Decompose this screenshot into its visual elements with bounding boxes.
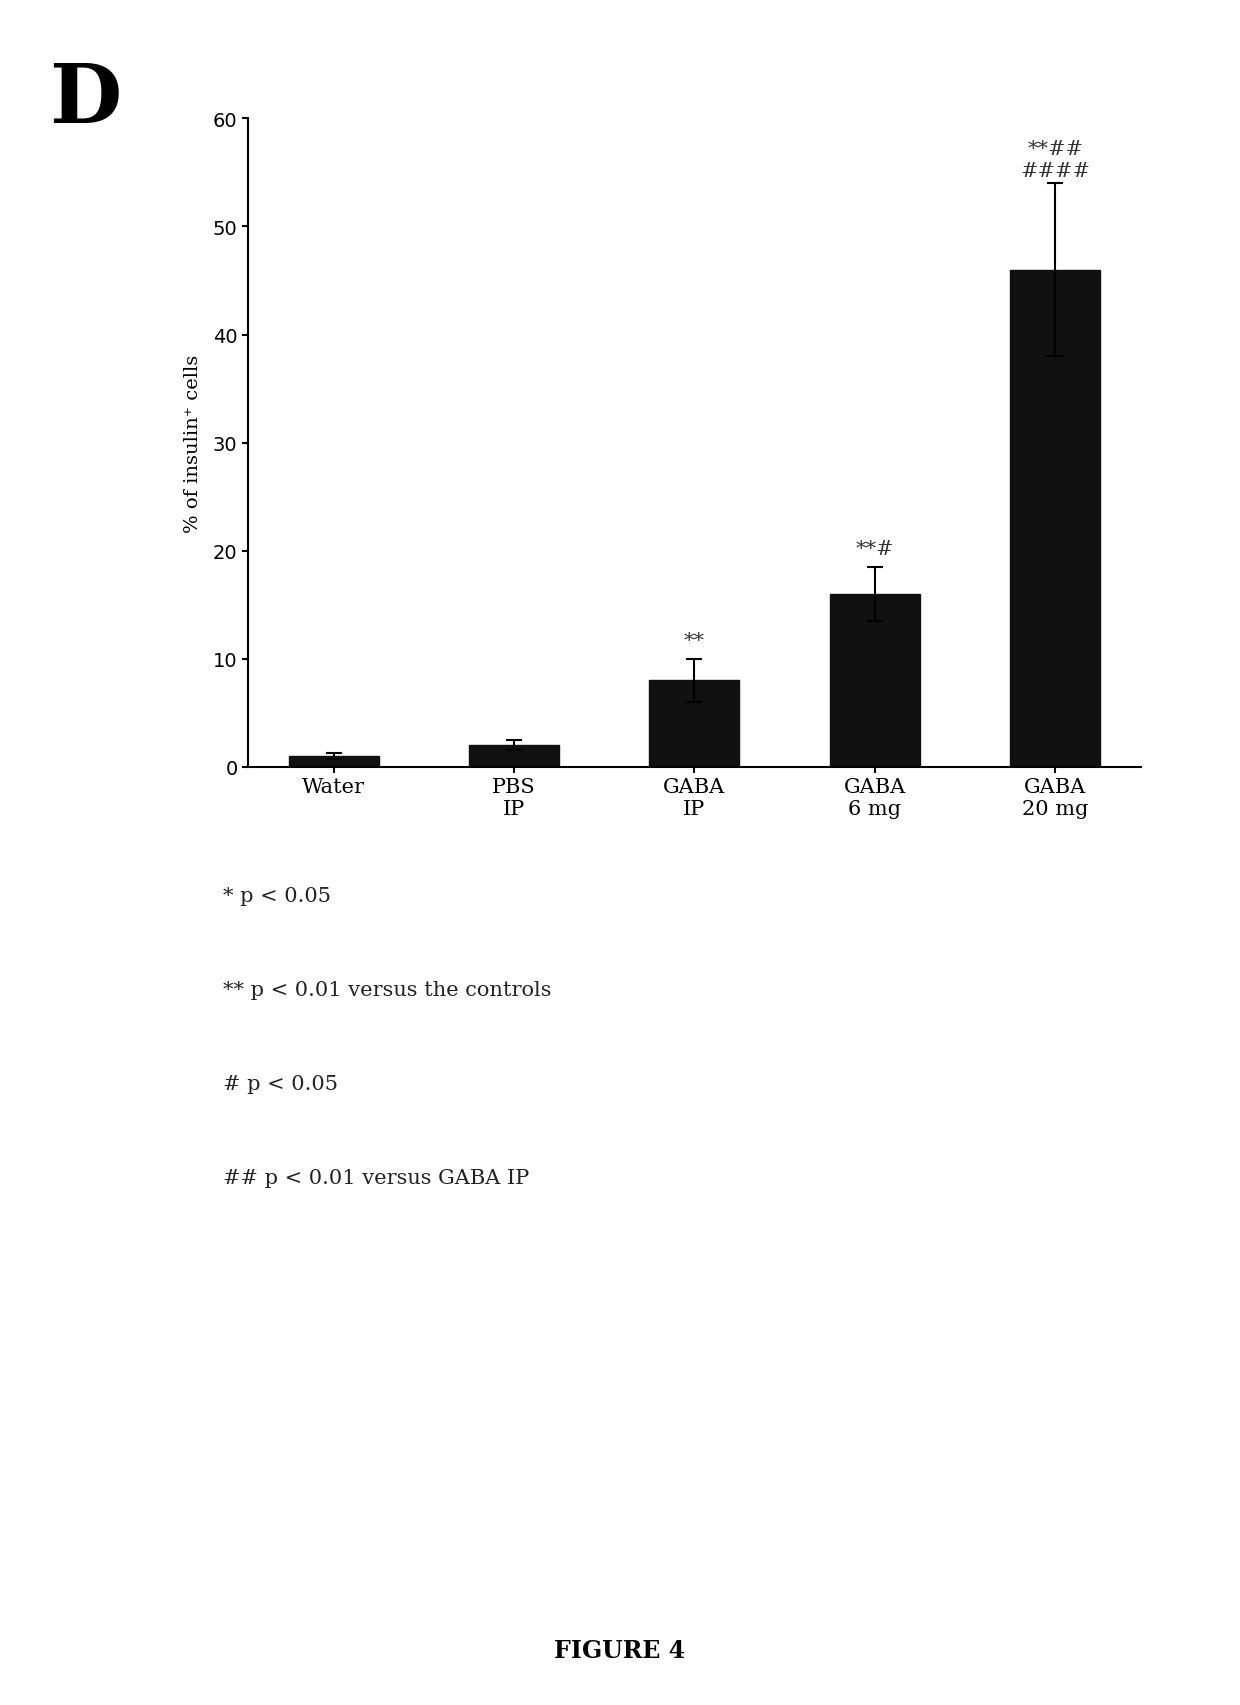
Bar [650, 680, 739, 767]
Bar [289, 757, 378, 767]
Text: ** p < 0.01 versus the controls: ** p < 0.01 versus the controls [223, 980, 552, 999]
Bar [1011, 271, 1100, 767]
Bar [469, 745, 559, 767]
Text: ## p < 0.01 versus GABA IP: ## p < 0.01 versus GABA IP [223, 1168, 529, 1187]
Y-axis label: % of insulin⁺ cells: % of insulin⁺ cells [184, 355, 202, 532]
Text: # p < 0.05: # p < 0.05 [223, 1074, 339, 1093]
Text: D: D [50, 60, 122, 140]
Text: **##
####: **## #### [1021, 140, 1090, 181]
Text: * p < 0.05: * p < 0.05 [223, 887, 331, 905]
Text: FIGURE 4: FIGURE 4 [554, 1639, 686, 1662]
Bar [830, 595, 920, 767]
Text: **#: **# [856, 540, 894, 559]
Text: **: ** [684, 631, 704, 651]
